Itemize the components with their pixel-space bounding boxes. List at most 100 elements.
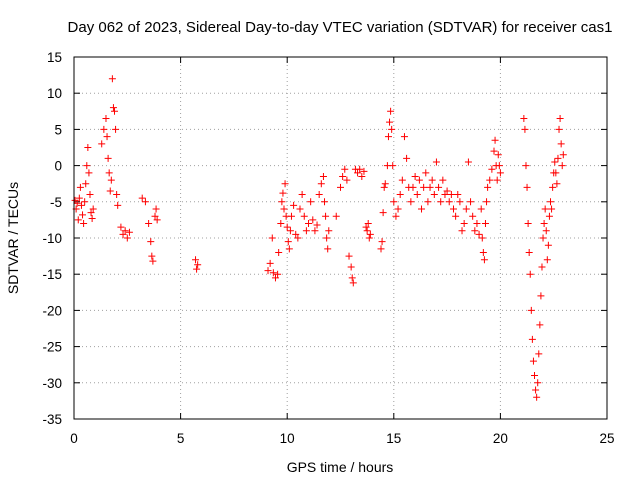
data-point	[345, 252, 353, 260]
data-point	[81, 198, 89, 206]
data-point	[366, 230, 374, 238]
data-point	[343, 176, 351, 184]
data-point	[117, 223, 125, 231]
data-point	[362, 223, 370, 231]
data-point	[490, 147, 498, 155]
data-point	[538, 263, 546, 271]
data-point	[281, 180, 289, 188]
data-point	[494, 151, 502, 159]
data-point	[528, 335, 536, 343]
data-point	[432, 158, 440, 166]
data-point	[464, 158, 472, 166]
data-point	[488, 165, 496, 173]
data-point	[491, 136, 499, 144]
chart-title: Day 062 of 2023, Sidereal Day-to-day VTE…	[68, 19, 613, 36]
data-point	[458, 227, 466, 235]
data-point	[537, 292, 545, 300]
data-point	[147, 238, 155, 246]
data-point	[278, 198, 286, 206]
data-point	[377, 245, 385, 253]
data-point	[108, 75, 116, 83]
data-point	[473, 220, 481, 228]
y-tick-label: 10	[47, 86, 62, 101]
data-point	[332, 212, 340, 220]
data-point	[269, 269, 277, 277]
data-point	[539, 234, 547, 242]
data-point	[535, 350, 543, 358]
data-point	[481, 220, 489, 228]
data-point	[85, 169, 93, 177]
data-point	[484, 183, 492, 191]
data-point	[324, 245, 332, 253]
data-point	[153, 216, 161, 224]
data-point	[407, 198, 415, 206]
data-point	[105, 169, 113, 177]
data-point	[287, 212, 295, 220]
data-point	[106, 187, 114, 195]
x-axis-label: GPS time / hours	[287, 459, 394, 475]
data-point	[549, 183, 557, 191]
data-point	[428, 176, 436, 184]
data-point	[523, 183, 531, 191]
data-point	[396, 191, 404, 199]
y-tick-label: 15	[47, 50, 62, 65]
data-point	[411, 172, 419, 180]
data-point	[84, 144, 92, 151]
data-point	[430, 191, 438, 199]
data-point	[309, 216, 317, 224]
data-point	[125, 228, 133, 236]
data-point	[437, 198, 445, 206]
data-point	[554, 154, 562, 162]
data-point	[348, 274, 356, 282]
data-point	[86, 191, 94, 199]
data-point	[392, 212, 400, 220]
data-point	[194, 261, 202, 269]
data-point	[321, 198, 329, 206]
data-point	[271, 274, 279, 282]
data-point	[73, 199, 81, 207]
y-tick-label: -30	[42, 376, 62, 391]
data-point	[479, 248, 487, 256]
data-point	[268, 234, 276, 242]
data-point	[292, 230, 300, 238]
data-point	[274, 270, 282, 278]
data-point	[141, 198, 149, 206]
data-point	[449, 205, 457, 213]
x-tick-label: 15	[386, 431, 401, 446]
data-point	[102, 115, 110, 123]
data-point	[471, 227, 479, 235]
data-point	[386, 118, 394, 126]
axis-ticks: 0 5 10 15 20 25 15 10 5 0 -5 -10 -15 -20 -25 -30 -35	[42, 50, 614, 446]
data-point	[113, 191, 121, 199]
data-point	[89, 205, 97, 213]
data-point	[283, 223, 291, 231]
data-point	[100, 125, 108, 133]
data-point	[387, 107, 395, 115]
data-point	[138, 194, 146, 202]
data-point	[478, 234, 486, 242]
data-point	[313, 221, 321, 229]
data-point	[543, 256, 551, 264]
data-point	[151, 212, 159, 220]
data-point	[469, 212, 477, 220]
data-point	[300, 212, 308, 220]
data-point	[75, 194, 83, 202]
data-point	[415, 176, 423, 184]
data-point	[264, 267, 272, 275]
data-point	[123, 234, 131, 242]
y-tick-label: -20	[42, 303, 62, 318]
y-tick-label: 0	[54, 159, 62, 174]
data-point	[534, 379, 542, 387]
data-point	[74, 216, 82, 224]
data-point	[107, 176, 115, 184]
data-point	[286, 227, 294, 235]
data-point	[285, 245, 293, 253]
data-point	[112, 125, 120, 133]
plot-frame	[73, 56, 608, 420]
data-point	[542, 227, 550, 235]
data-series	[71, 75, 567, 401]
data-point	[456, 198, 464, 206]
data-point	[418, 205, 426, 213]
data-point	[325, 227, 333, 235]
data-point	[541, 205, 549, 213]
